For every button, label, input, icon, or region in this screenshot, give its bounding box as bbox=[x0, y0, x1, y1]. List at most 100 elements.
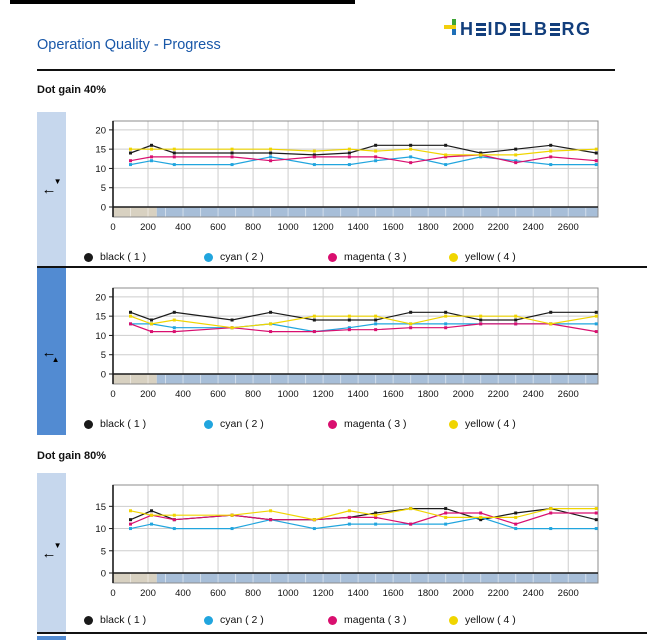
title-divider bbox=[37, 69, 615, 71]
data-point-black bbox=[514, 511, 518, 515]
data-point-cyan bbox=[444, 163, 448, 167]
data-point-magenta bbox=[172, 330, 176, 334]
data-point-yellow bbox=[374, 149, 378, 153]
data-point-cyan bbox=[549, 527, 553, 531]
band-makeready bbox=[113, 207, 157, 217]
sheet-direction-down-icon: ← ▼ bbox=[41, 177, 62, 198]
sheet-direction-up-icon: ← ▲ bbox=[41, 343, 60, 364]
data-point-magenta bbox=[172, 155, 176, 159]
data-point-black bbox=[444, 310, 448, 314]
data-point-black bbox=[594, 310, 598, 314]
data-point-yellow bbox=[549, 507, 553, 511]
data-point-magenta bbox=[409, 522, 413, 526]
data-point-cyan bbox=[594, 322, 598, 326]
yellow-legend-dot bbox=[449, 615, 458, 625]
data-point-magenta bbox=[594, 511, 598, 515]
logo-letter-e-bars bbox=[475, 23, 486, 36]
legend-label: black ( 1 ) bbox=[100, 418, 147, 430]
data-point-yellow bbox=[230, 513, 234, 517]
data-point-cyan bbox=[150, 522, 154, 526]
x-tick-label: 1000 bbox=[278, 588, 299, 599]
data-point-magenta bbox=[444, 326, 448, 330]
x-tick-label: 1600 bbox=[383, 588, 404, 599]
data-point-magenta bbox=[514, 522, 518, 526]
section-row-divider-1 bbox=[37, 266, 647, 268]
black-legend-dot bbox=[84, 615, 93, 625]
legend-item-cyan: cyan ( 2 ) bbox=[204, 250, 264, 264]
data-point-cyan bbox=[312, 163, 316, 167]
band-makeready bbox=[113, 573, 157, 583]
x-tick-label: 0 bbox=[110, 389, 115, 400]
data-point-magenta bbox=[444, 511, 448, 515]
top-border-bar bbox=[10, 0, 355, 4]
data-point-black bbox=[150, 318, 154, 322]
magenta-legend-dot bbox=[328, 419, 337, 429]
data-point-yellow bbox=[269, 509, 273, 513]
data-point-magenta bbox=[594, 159, 598, 163]
legend-label: cyan ( 2 ) bbox=[220, 614, 264, 626]
x-tick-label: 2400 bbox=[523, 588, 544, 599]
data-point-yellow bbox=[230, 147, 234, 151]
data-point-yellow bbox=[312, 149, 316, 153]
legend-item-black: black ( 1 ) bbox=[84, 250, 146, 264]
sidebar-chart4-partial[interactable] bbox=[37, 636, 66, 640]
sidebar-chart2-back-side-button[interactable]: ← ▲ bbox=[37, 268, 66, 435]
data-point-black bbox=[479, 518, 483, 522]
data-point-magenta bbox=[129, 159, 133, 163]
x-tick-label: 2000 bbox=[453, 588, 474, 599]
data-point-cyan bbox=[172, 163, 176, 167]
data-point-yellow bbox=[230, 326, 234, 330]
data-point-cyan bbox=[269, 155, 273, 159]
x-tick-label: 1800 bbox=[418, 389, 439, 400]
data-point-cyan bbox=[479, 155, 483, 159]
band-production bbox=[156, 573, 598, 583]
x-tick-label: 1200 bbox=[313, 389, 334, 400]
data-point-yellow bbox=[129, 314, 133, 318]
data-point-yellow bbox=[374, 513, 378, 517]
data-point-magenta bbox=[347, 328, 351, 332]
data-point-yellow bbox=[409, 507, 413, 511]
black-legend-dot bbox=[84, 419, 93, 429]
y-tick-label: 10 bbox=[95, 524, 106, 535]
series-line-magenta bbox=[130, 154, 597, 164]
x-tick-label: 2000 bbox=[453, 222, 474, 233]
data-point-magenta bbox=[150, 330, 154, 334]
data-point-cyan bbox=[347, 326, 351, 330]
magenta-legend-dot bbox=[328, 252, 337, 262]
x-tick-label: 600 bbox=[210, 222, 226, 233]
chart-3: 0 5 10 15 0 200 400 600 800 1000 1200 1400 1600 1800 2… bbox=[95, 484, 599, 599]
legend-row-chart1: black ( 1 ) cyan ( 2 ) magenta ( 3 ) yellow… bbox=[37, 250, 615, 264]
data-point-yellow bbox=[150, 147, 154, 151]
sidebar-chart1-front-side-button[interactable]: ← ▼ bbox=[37, 112, 66, 266]
data-point-yellow bbox=[172, 318, 176, 322]
data-point-black bbox=[594, 151, 598, 155]
data-point-magenta bbox=[347, 155, 351, 159]
x-tick-label: 1800 bbox=[418, 222, 439, 233]
data-point-yellow bbox=[347, 314, 351, 318]
data-point-black bbox=[312, 153, 316, 157]
data-point-cyan bbox=[230, 527, 234, 531]
x-tick-label: 1400 bbox=[348, 389, 369, 400]
x-tick-label: 200 bbox=[140, 588, 156, 599]
cyan-legend-dot bbox=[204, 252, 213, 262]
data-point-black bbox=[374, 511, 378, 515]
data-point-black bbox=[312, 318, 316, 322]
logo-letter: B bbox=[534, 19, 548, 39]
page-title: Operation Quality - Progress bbox=[37, 37, 221, 53]
data-point-black bbox=[374, 143, 378, 147]
y-tick-label: 20 bbox=[95, 292, 106, 303]
x-tick-label: 0 bbox=[110, 588, 115, 599]
data-point-black bbox=[172, 310, 176, 314]
legend-item-cyan: cyan ( 2 ) bbox=[204, 613, 264, 627]
data-point-cyan bbox=[347, 522, 351, 526]
legend-label: yellow ( 4 ) bbox=[465, 418, 516, 430]
x-tick-label: 2600 bbox=[558, 588, 579, 599]
logo-letter: L bbox=[521, 19, 534, 39]
data-point-black bbox=[594, 518, 598, 522]
data-point-black bbox=[374, 318, 378, 322]
y-tick-label: 5 bbox=[101, 350, 106, 361]
sidebar-chart3-front-side-button[interactable]: ← ▼ bbox=[37, 473, 66, 632]
